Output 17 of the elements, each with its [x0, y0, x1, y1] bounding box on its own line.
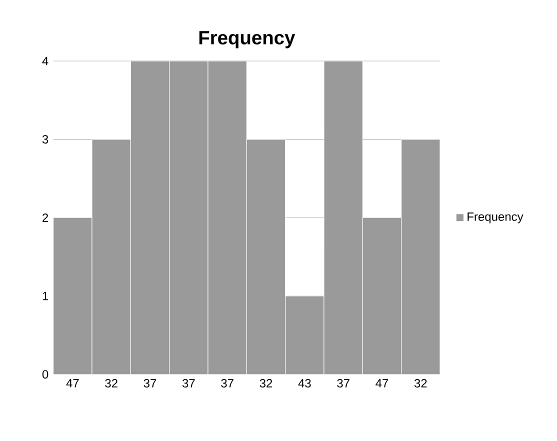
x-tick-label: 47: [376, 379, 388, 388]
chart-title: Frequency: [199, 31, 296, 48]
x-tick-label: 37: [221, 379, 234, 388]
y-tick-label: 4: [42, 56, 48, 66]
y-tick-label: 0: [42, 370, 48, 379]
x-tick-label: 37: [337, 379, 350, 388]
y-tick-label: 1: [42, 292, 48, 300]
x-tick-label: 32: [105, 379, 118, 388]
y-tick-label: 3: [42, 135, 48, 144]
x-tick-label: 47: [66, 379, 79, 388]
x-tick-label: 32: [414, 379, 427, 388]
legend-label: Frequency: [468, 212, 524, 224]
x-tick-label: 37: [182, 379, 195, 388]
x-tick-label: 37: [144, 379, 156, 388]
x-tick-label: 43: [298, 379, 311, 388]
y-tick-label: 2: [42, 213, 48, 222]
x-tick-label: 32: [260, 379, 272, 388]
